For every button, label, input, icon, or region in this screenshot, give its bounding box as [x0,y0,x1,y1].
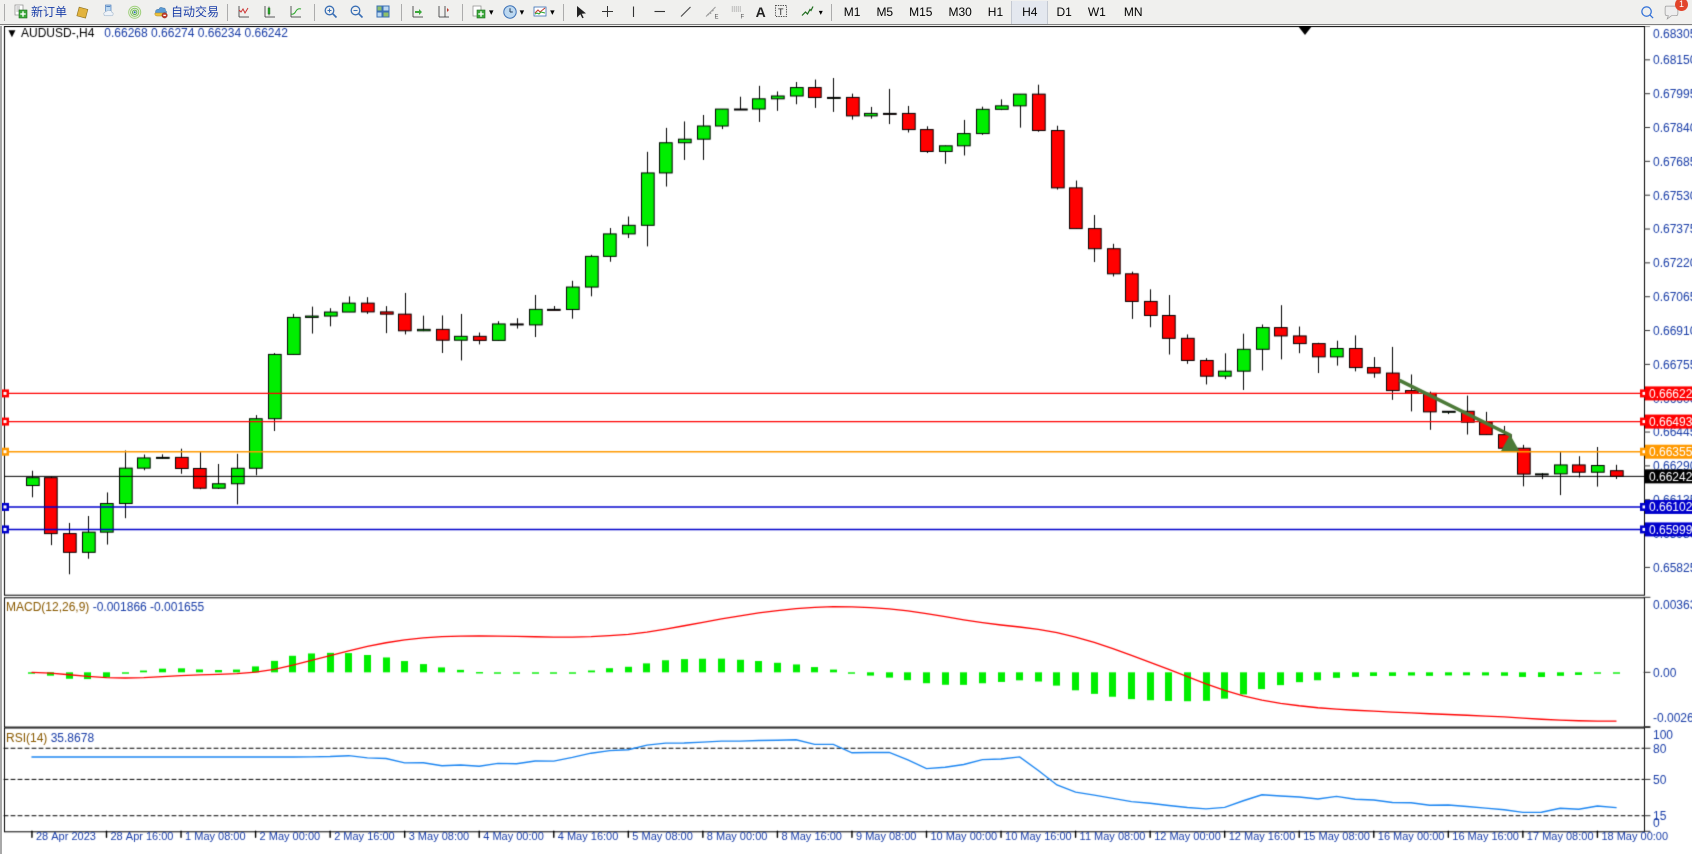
svg-text:T: T [778,7,784,17]
svg-text:F: F [740,15,744,21]
svg-text:E: E [714,15,718,21]
